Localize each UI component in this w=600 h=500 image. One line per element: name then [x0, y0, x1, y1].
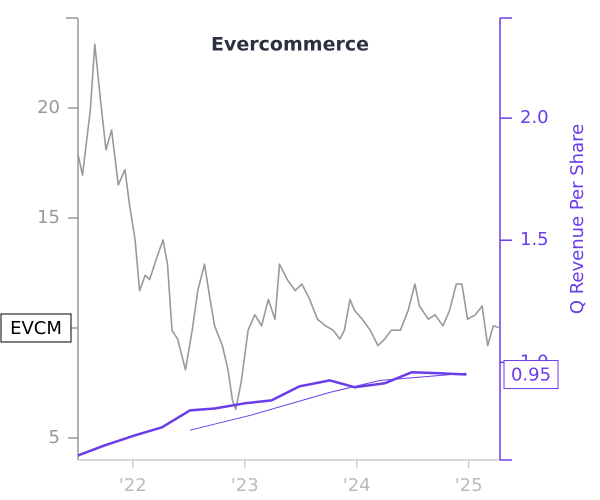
x-tick-label: '23	[231, 475, 259, 496]
logo: Evercommerce	[211, 34, 369, 56]
y-tick-label: 5	[49, 427, 60, 448]
last-value-label: 0.95	[511, 365, 551, 386]
series-line	[77, 43, 501, 411]
x-tick-label: '25	[455, 475, 483, 496]
y-tick-label: 20	[37, 97, 60, 118]
x-tick-label: '22	[119, 475, 147, 496]
y2-tick-label: 1.5	[520, 229, 549, 250]
y2-axis-label: Q Revenue Per Share	[567, 124, 588, 314]
series-line	[77, 371, 467, 457]
last-value-box	[503, 360, 559, 390]
y2-tick-label: 2.0	[520, 107, 549, 128]
ticker-box	[0, 313, 72, 343]
ticker-label: EVCM	[10, 318, 62, 339]
y-tick-label: 15	[37, 207, 60, 228]
series-line	[189, 372, 467, 431]
x-tick-label: '24	[343, 475, 371, 496]
